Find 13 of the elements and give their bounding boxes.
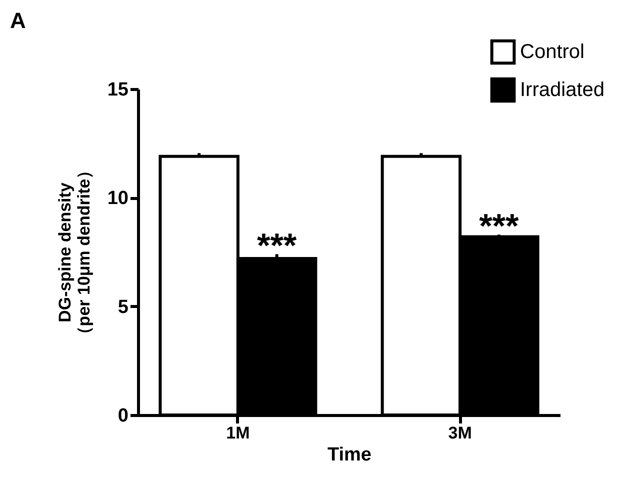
y-tick-label: 15 <box>107 80 129 100</box>
annotation: *** <box>256 226 298 265</box>
legend-label: Control <box>520 41 584 63</box>
y-tick-label: 10 <box>107 188 128 210</box>
x-axis-title: Time <box>327 444 372 466</box>
annotation: *** <box>479 207 520 246</box>
legend-label: Irradiated <box>520 79 604 101</box>
x-tick-label: 3M <box>448 424 472 442</box>
y-tick-label: 0 <box>118 406 128 426</box>
chart-title: A <box>10 8 26 33</box>
x-tick-label: 1M <box>226 424 250 442</box>
y-axis-title: DG-spine density （per 10μm dendrite） <box>55 162 94 344</box>
y-tick-label: 5 <box>118 296 129 318</box>
